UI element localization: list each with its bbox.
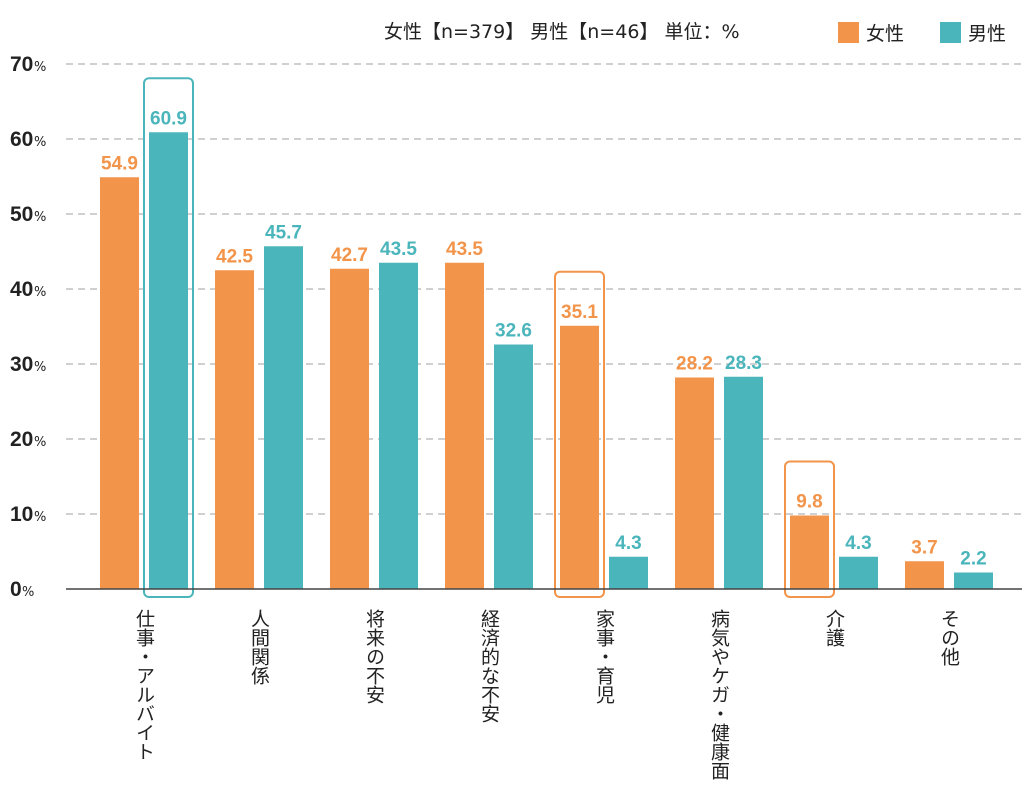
bar-value-label: 28.2	[676, 354, 713, 375]
bar-male	[494, 344, 533, 589]
category-label: その他	[938, 609, 960, 666]
chart-header: 女性【n=379】 男性【n=46】 単位：%	[384, 21, 740, 43]
gridlines	[66, 63, 1022, 515]
y-tick-unit: %	[34, 135, 46, 150]
bar-female	[215, 270, 254, 589]
y-tick-label: 60	[10, 128, 33, 151]
bar-male	[149, 132, 188, 589]
bar-value-label: 32.6	[495, 321, 532, 342]
bar-female	[675, 377, 714, 589]
bar-male	[724, 376, 763, 589]
highlight-box	[784, 460, 835, 598]
category-label: 仕事・アルバイト	[133, 609, 155, 761]
category-labels: 仕事・アルバイト 人間関係 将来の不安 経済的な不安 家事・育児 病気やケガ・健康面 介護 そ…	[133, 609, 960, 780]
y-tick-label: 0	[10, 578, 22, 601]
bar-value-label: 43.5	[380, 239, 417, 260]
category-label: 介護	[823, 609, 845, 647]
legend: 女性 男性	[838, 22, 1006, 45]
y-tick-unit: %	[34, 435, 46, 450]
category-label: 将来の不安	[363, 609, 385, 704]
highlight-boxes	[143, 77, 835, 598]
legend-swatch-female	[838, 22, 859, 43]
category-label: 人間関係	[248, 609, 270, 685]
bars	[100, 132, 993, 589]
y-tick-label: 50	[10, 203, 33, 226]
bar-male	[954, 572, 993, 589]
bar-female	[790, 515, 829, 589]
highlight-box	[143, 77, 194, 598]
bar-value-label: 45.7	[265, 222, 302, 243]
bar-male	[379, 262, 418, 589]
y-tick-unit: %	[34, 210, 46, 225]
bar-female	[100, 177, 139, 589]
y-tick-unit: %	[22, 585, 34, 600]
bar-female	[445, 262, 484, 589]
bar-value-label: 2.2	[960, 549, 986, 570]
bar-male	[609, 556, 648, 589]
y-tick-label: 30	[10, 353, 33, 376]
sample-size-note: 女性【n=379】 男性【n=46】 単位：%	[384, 21, 740, 43]
y-tick-label: 20	[10, 428, 33, 451]
y-tick-unit: %	[34, 510, 46, 525]
category-label: 経済的な不安	[478, 609, 500, 723]
legend-label: 男性	[968, 23, 1006, 45]
bar-value-label: 60.9	[150, 108, 187, 129]
bar-male	[839, 556, 878, 589]
category-label: 家事・育児	[593, 609, 615, 704]
y-tick-label: 10	[10, 503, 33, 526]
y-tick-label: 70	[10, 53, 33, 76]
bar-value-label: 42.5	[216, 246, 253, 267]
bar-male	[264, 246, 303, 589]
y-tick-unit: %	[34, 285, 46, 300]
bar-value-label: 4.3	[615, 533, 641, 554]
y-tick-label: 40	[10, 278, 33, 301]
bar-value-label: 35.1	[561, 302, 598, 323]
bar-value-label: 4.3	[845, 533, 871, 554]
highlight-box	[554, 270, 605, 598]
category-label: 病気やケガ・健康面	[708, 609, 730, 780]
legend-swatch-male	[940, 22, 961, 43]
bar-value-label: 54.9	[101, 153, 138, 174]
bar-female	[905, 561, 944, 589]
bar-female	[330, 268, 369, 589]
bar-value-label: 9.8	[796, 492, 822, 513]
bar-value-label: 43.5	[446, 239, 483, 260]
y-tick-unit: %	[34, 60, 46, 75]
bar-female	[560, 325, 599, 589]
bar-value-label: 3.7	[911, 537, 937, 558]
y-axis-ticks: 0 %10 %20 %30 %40 %50 %60 %70%	[10, 53, 46, 601]
bar-value-label: 42.7	[331, 245, 368, 266]
bar-value-label: 28.3	[725, 353, 762, 374]
data-labels: 54.9 60.9 42.5 45.7 42.7 43.5 43.5 32.6 35.1 4.3 2…	[101, 108, 987, 569]
legend-label: 女性	[866, 23, 904, 45]
y-tick-unit: %	[34, 360, 46, 375]
